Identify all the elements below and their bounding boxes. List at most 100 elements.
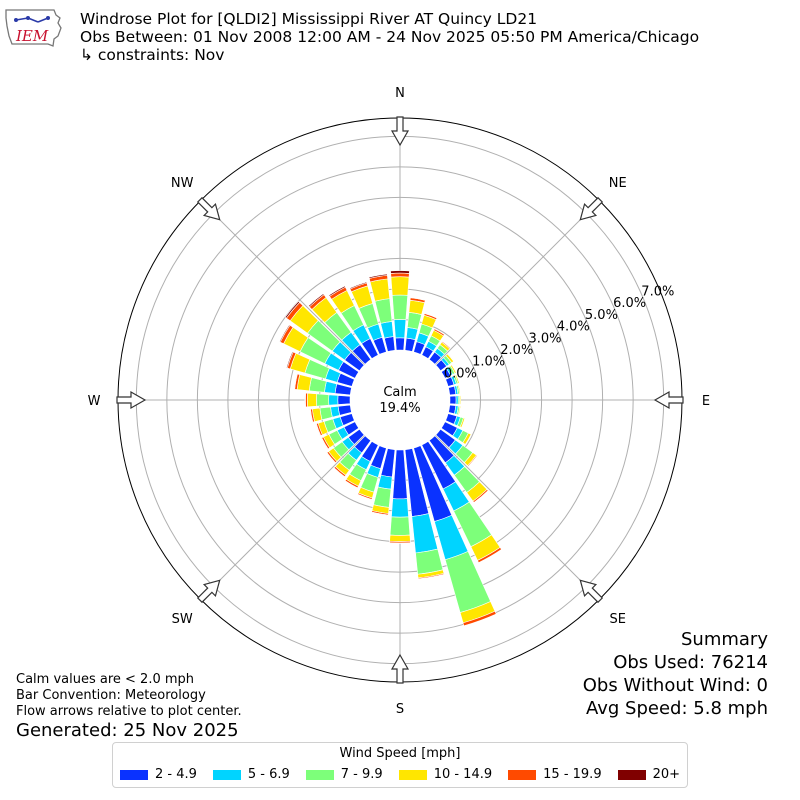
windrose-bar-segment: [389, 542, 411, 544]
windrose-bar-segment: [320, 437, 329, 450]
windrose-bar-segment: [316, 393, 330, 407]
windrose-bar-segment: [356, 493, 373, 501]
grid-spoke: [200, 435, 365, 600]
windrose-bar-segment: [328, 285, 346, 297]
flow-arrows: [116, 116, 684, 684]
windrose-bar-segment: [369, 278, 391, 302]
direction-label: NE: [609, 176, 627, 191]
direction-label: E: [702, 394, 710, 409]
windrose-bar-segment: [467, 454, 478, 467]
windrose-bar-segment: [393, 319, 407, 339]
calm-note: Calm values are < 2.0 mph: [16, 672, 195, 687]
legend-swatch: [305, 769, 334, 780]
flow-arrow-icon: [390, 116, 410, 147]
notes-panel: Calm values are < 2.0 mph Bar Convention…: [16, 672, 242, 742]
windrose-bar-segment: [306, 392, 317, 408]
legend-items: 2 - 4.9 5 - 6.9 7 - 9.9 10 - 14.9 15 - 19.9 2…: [113, 767, 687, 782]
windrose-bar-segment: [454, 374, 460, 384]
flow-arrow-icon: [390, 653, 410, 684]
windrose-bar-segment: [390, 270, 410, 274]
windrose-bar-segment: [377, 474, 393, 490]
direction-label: S: [396, 702, 404, 717]
legend-label: 10 - 14.9: [433, 767, 493, 782]
windrose-bar-segment: [392, 449, 408, 500]
radial-tick-labels: 0.0%1.0%2.0%3.0%4.0%5.0%6.0%7.0%: [444, 285, 674, 382]
iem-logo: IEM: [4, 6, 64, 50]
windrose-bar-segment: [284, 300, 301, 319]
windrose-bar-segment: [344, 480, 358, 489]
windrose-bar-segment: [333, 467, 346, 478]
windrose-bar-segment: [395, 337, 405, 351]
flow-arrow-icon: [653, 390, 684, 410]
windrose-bar-segment: [326, 452, 336, 464]
iowa-state-outline-icon: IEM: [5, 9, 62, 47]
windrose-bar-segment: [404, 337, 416, 352]
direction-label: SE: [610, 612, 626, 627]
radial-tick-label: 1.0%: [472, 355, 505, 370]
windrose-bar-segment: [308, 293, 325, 308]
grid-spoke: [435, 435, 600, 600]
windrose-bar-segment: [415, 548, 444, 575]
avg-speed: Avg Speed: 5.8 mph: [586, 698, 768, 719]
chart-header: Windrose Plot for [QLDI2] Mississippi Ri…: [80, 10, 699, 64]
radial-tick-label: 2.0%: [500, 343, 533, 358]
legend-swatch: [212, 769, 241, 780]
windrose-bar-segment: [391, 294, 409, 321]
legend-swatch: [398, 769, 427, 780]
windrose-bar-segment: [390, 276, 410, 296]
legend-label: 7 - 9.9: [340, 767, 383, 782]
summary-title: Summary: [681, 629, 768, 650]
legend-label: 15 - 19.9: [543, 767, 602, 782]
legend-swatch: [119, 769, 148, 780]
windrose-bar-segment: [477, 546, 502, 564]
radial-tick-label: 7.0%: [641, 285, 674, 300]
windrose-bar-segment: [380, 321, 394, 339]
flow-arrow-icon: [579, 196, 604, 221]
windrose-bar-segment: [441, 340, 451, 350]
direction-label: SW: [172, 612, 193, 627]
flow-arrow-icon: [579, 579, 604, 604]
windrose-bar-segment: [389, 516, 411, 536]
windrose-bar-segment: [389, 534, 411, 542]
flow-arrow-icon: [196, 579, 221, 604]
obs-used: Obs Used: 76214: [613, 652, 768, 673]
windrose-bar-segment: [410, 296, 426, 301]
windrose-bar-segment: [337, 404, 352, 416]
bar-convention-note: Bar Convention: Meteorology: [16, 688, 206, 703]
radial-tick-label: 5.0%: [585, 308, 618, 323]
windrose-bar-segment: [308, 377, 327, 393]
windrose-bar-segment: [464, 433, 473, 446]
windrose-bar-segment: [309, 408, 314, 423]
generated-date: Generated: 25 Nov 2025: [16, 720, 239, 741]
constraints: ↳ constraints: Nov: [80, 46, 225, 64]
logo-text: IEM: [15, 27, 49, 45]
windrose-bar-segment: [424, 312, 438, 319]
windrose-bar-segment: [457, 405, 462, 416]
legend-item: 5 - 6.9: [212, 767, 290, 782]
windrose-bar-segment: [472, 489, 489, 503]
radial-tick-label: 6.0%: [613, 296, 646, 311]
windrose-bar-segment: [279, 324, 291, 343]
windrose-bar-segment: [373, 486, 392, 508]
grid-spoke: [200, 200, 365, 365]
obs-without-wind: Obs Without Wind: 0: [582, 675, 768, 696]
windrose-bar-segment: [462, 610, 497, 627]
radial-tick-label: 0.0%: [444, 366, 477, 381]
windrose-bar-segment: [451, 364, 457, 374]
calm-label: Calm: [383, 385, 416, 400]
windrose-bar-segment: [390, 272, 410, 278]
legend-swatch: [617, 769, 646, 780]
legend-label: 20+: [652, 767, 681, 782]
windrose-bar-segment: [461, 417, 466, 429]
windrose-bar-segment: [407, 311, 422, 330]
legend-swatch: [508, 769, 537, 780]
windrose-bar-segment: [293, 373, 298, 390]
flow-arrow-icon: [116, 390, 147, 410]
legend-item: 10 - 14.9: [398, 767, 493, 782]
windrose-bar-segment: [328, 394, 339, 406]
windrose-bar-segment: [405, 327, 419, 341]
direction-labels: N NE E SE S SW W NW: [88, 86, 711, 717]
windrose-bar-segment: [391, 498, 409, 518]
legend-item: 7 - 9.9: [305, 767, 383, 782]
grid-spoke: [435, 200, 600, 365]
